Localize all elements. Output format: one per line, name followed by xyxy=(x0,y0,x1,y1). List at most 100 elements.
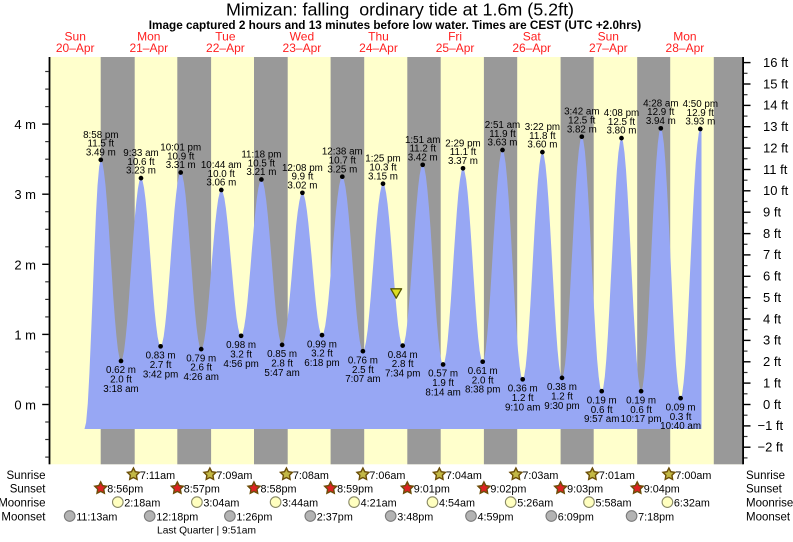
svg-text:3:44am: 3:44am xyxy=(282,498,318,510)
svg-text:0.38 m: 0.38 m xyxy=(547,382,577,393)
svg-text:0.61 m: 0.61 m xyxy=(468,366,498,377)
svg-text:6 ft: 6 ft xyxy=(763,269,781,284)
svg-text:3.82 m: 3.82 m xyxy=(567,124,597,135)
svg-text:7:09am: 7:09am xyxy=(216,470,252,482)
svg-text:0.09 m: 0.09 m xyxy=(666,402,696,413)
svg-text:Sun: Sun xyxy=(598,29,619,43)
svg-text:2.8 ft: 2.8 ft xyxy=(392,359,414,370)
svg-text:3.37 m: 3.37 m xyxy=(448,156,478,167)
svg-text:12:08 pm: 12:08 pm xyxy=(282,163,323,174)
svg-text:Fri: Fri xyxy=(448,29,462,43)
svg-text:9:04pm: 9:04pm xyxy=(644,484,680,496)
svg-text:Moonrise: Moonrise xyxy=(0,498,46,510)
svg-text:4:56 pm: 4:56 pm xyxy=(223,359,258,370)
svg-text:11:13am: 11:13am xyxy=(76,512,117,524)
svg-text:3.42 m: 3.42 m xyxy=(408,152,438,163)
svg-text:3:22 pm: 3:22 pm xyxy=(525,122,560,133)
svg-text:Image captured 2 hours and 13: Image captured 2 hours and 13 minutes be… xyxy=(149,19,642,32)
svg-text:7:01am: 7:01am xyxy=(599,470,635,482)
svg-text:7:04am: 7:04am xyxy=(446,470,482,482)
svg-text:15 ft: 15 ft xyxy=(763,76,789,91)
svg-text:7:11am: 7:11am xyxy=(140,470,175,482)
svg-text:11.2 ft: 11.2 ft xyxy=(409,144,436,155)
svg-text:12.9 ft: 12.9 ft xyxy=(687,108,715,119)
svg-text:25–Apr: 25–Apr xyxy=(436,41,475,55)
svg-text:7:08am: 7:08am xyxy=(293,470,329,482)
svg-text:0.6 ft: 0.6 ft xyxy=(591,405,613,416)
svg-text:1:25 pm: 1:25 pm xyxy=(365,154,400,165)
svg-text:7:34 pm: 7:34 pm xyxy=(385,369,420,380)
svg-text:9:30 pm: 9:30 pm xyxy=(544,401,579,412)
svg-text:10.6 ft: 10.6 ft xyxy=(127,157,155,168)
svg-text:9:33 am: 9:33 am xyxy=(123,148,158,159)
svg-text:0.76 m: 0.76 m xyxy=(348,355,378,366)
svg-text:0.3 ft: 0.3 ft xyxy=(670,412,692,423)
svg-text:0.19 m: 0.19 m xyxy=(587,395,617,406)
svg-text:3.23 m: 3.23 m xyxy=(126,166,156,177)
svg-text:Sunset: Sunset xyxy=(746,484,783,496)
svg-text:3:42 am: 3:42 am xyxy=(564,107,599,118)
svg-text:10.7 ft: 10.7 ft xyxy=(329,156,357,167)
svg-text:23–Apr: 23–Apr xyxy=(283,41,322,55)
svg-text:Moonset: Moonset xyxy=(746,512,791,524)
svg-text:3.21 m: 3.21 m xyxy=(246,167,276,178)
svg-text:3:18 am: 3:18 am xyxy=(103,384,138,395)
svg-text:0.62 m: 0.62 m xyxy=(106,365,136,376)
svg-text:3.60 m: 3.60 m xyxy=(527,140,557,151)
svg-text:4:54am: 4:54am xyxy=(439,498,475,510)
svg-text:9 ft: 9 ft xyxy=(763,205,781,220)
svg-text:7:00am: 7:00am xyxy=(675,470,711,482)
svg-text:3 ft: 3 ft xyxy=(763,333,781,348)
svg-text:11 ft: 11 ft xyxy=(763,162,788,177)
svg-text:2:18am: 2:18am xyxy=(124,498,160,510)
svg-text:3.93 m: 3.93 m xyxy=(685,117,715,128)
svg-text:2:51 am: 2:51 am xyxy=(485,120,520,131)
svg-text:3.49 m: 3.49 m xyxy=(86,148,116,159)
svg-text:11:18 pm: 11:18 pm xyxy=(241,150,281,161)
svg-text:0.6 ft: 0.6 ft xyxy=(630,405,652,416)
svg-text:12.5 ft: 12.5 ft xyxy=(608,117,636,128)
svg-text:3.2 ft: 3.2 ft xyxy=(311,349,333,360)
svg-text:2.6 ft: 2.6 ft xyxy=(190,363,212,374)
svg-text:0.19 m: 0.19 m xyxy=(626,395,656,406)
svg-text:4:28 am: 4:28 am xyxy=(643,98,678,109)
svg-text:11.1 ft: 11.1 ft xyxy=(450,147,477,158)
svg-text:3.02 m: 3.02 m xyxy=(287,180,317,191)
svg-text:28–Apr: 28–Apr xyxy=(666,41,705,55)
svg-text:5:58am: 5:58am xyxy=(596,498,632,510)
svg-text:3.06 m: 3.06 m xyxy=(206,178,236,189)
svg-text:3:04am: 3:04am xyxy=(203,498,239,510)
svg-text:2.0 ft: 2.0 ft xyxy=(472,375,494,386)
svg-text:7:03am: 7:03am xyxy=(522,470,558,482)
svg-text:1:51 am: 1:51 am xyxy=(405,135,440,146)
svg-text:10.3 ft: 10.3 ft xyxy=(369,163,397,174)
svg-text:0.79 m: 0.79 m xyxy=(186,353,216,364)
svg-text:7:18pm: 7:18pm xyxy=(638,512,674,524)
svg-text:9:01pm: 9:01pm xyxy=(414,484,450,496)
svg-text:9:57 am: 9:57 am xyxy=(584,414,619,425)
svg-text:11.8 ft: 11.8 ft xyxy=(529,131,556,142)
svg-text:0.85 m: 0.85 m xyxy=(267,349,297,360)
svg-text:3.63 m: 3.63 m xyxy=(488,138,518,149)
svg-text:5:47 am: 5:47 am xyxy=(264,368,299,379)
svg-text:1 m: 1 m xyxy=(14,327,36,342)
svg-text:10:44 am: 10:44 am xyxy=(201,160,242,171)
svg-text:8:58 pm: 8:58 pm xyxy=(83,130,118,141)
svg-text:10.0 ft: 10.0 ft xyxy=(208,169,236,180)
svg-text:Sunrise: Sunrise xyxy=(746,470,785,482)
svg-text:Moonset: Moonset xyxy=(1,512,46,524)
svg-text:2 m: 2 m xyxy=(14,257,36,272)
svg-text:7:07 am: 7:07 am xyxy=(345,374,380,385)
svg-text:12:38 am: 12:38 am xyxy=(322,147,363,158)
svg-text:5 ft: 5 ft xyxy=(763,290,781,305)
svg-text:21–Apr: 21–Apr xyxy=(129,41,168,55)
svg-text:6:32am: 6:32am xyxy=(674,498,710,510)
svg-text:3:42 pm: 3:42 pm xyxy=(143,369,178,380)
svg-text:10.5 ft: 10.5 ft xyxy=(248,158,276,169)
svg-text:1.9 ft: 1.9 ft xyxy=(432,378,454,389)
svg-text:4:08 pm: 4:08 pm xyxy=(604,108,639,119)
svg-text:Mon: Mon xyxy=(137,29,160,43)
svg-text:3.15 m: 3.15 m xyxy=(368,171,398,182)
svg-text:14 ft: 14 ft xyxy=(763,98,789,113)
svg-text:8:58pm: 8:58pm xyxy=(261,484,297,496)
